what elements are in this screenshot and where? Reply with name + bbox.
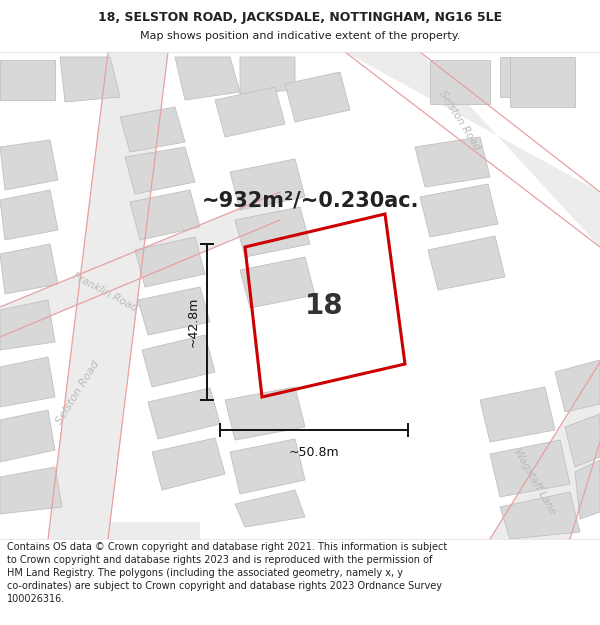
Polygon shape: [480, 387, 555, 442]
Polygon shape: [138, 287, 210, 335]
Polygon shape: [142, 335, 215, 387]
Text: Contains OS data © Crown copyright and database right 2021. This information is : Contains OS data © Crown copyright and d…: [7, 542, 448, 604]
Polygon shape: [345, 52, 600, 247]
Text: Franklin Road: Franklin Road: [71, 271, 139, 313]
Polygon shape: [235, 207, 310, 257]
Polygon shape: [0, 467, 62, 514]
Polygon shape: [0, 190, 58, 240]
Polygon shape: [420, 184, 498, 237]
Polygon shape: [0, 140, 58, 190]
Text: Selston Road: Selston Road: [437, 88, 482, 152]
Polygon shape: [240, 257, 315, 308]
Polygon shape: [148, 388, 220, 439]
Polygon shape: [500, 492, 580, 539]
Polygon shape: [285, 72, 350, 122]
Polygon shape: [60, 57, 120, 102]
Text: Map shows position and indicative extent of the property.: Map shows position and indicative extent…: [140, 31, 460, 41]
Text: ~932m²/~0.230ac.: ~932m²/~0.230ac.: [201, 190, 419, 210]
Polygon shape: [0, 192, 280, 337]
Polygon shape: [100, 522, 200, 539]
Polygon shape: [225, 387, 305, 440]
Polygon shape: [120, 107, 185, 152]
Polygon shape: [500, 57, 510, 97]
Text: 18: 18: [305, 291, 344, 319]
Text: Selston Road: Selston Road: [55, 358, 101, 426]
Polygon shape: [0, 300, 55, 350]
Polygon shape: [175, 57, 240, 100]
Polygon shape: [0, 410, 55, 462]
Polygon shape: [490, 362, 600, 539]
Polygon shape: [555, 360, 600, 412]
Polygon shape: [240, 57, 295, 94]
Polygon shape: [510, 57, 575, 107]
Polygon shape: [130, 190, 200, 240]
Polygon shape: [125, 147, 195, 194]
Polygon shape: [0, 244, 58, 294]
Polygon shape: [152, 438, 225, 490]
Polygon shape: [565, 414, 600, 467]
Polygon shape: [575, 460, 600, 519]
Polygon shape: [415, 137, 490, 187]
Text: ~50.8m: ~50.8m: [289, 446, 340, 459]
Polygon shape: [0, 60, 55, 100]
Text: 18, SELSTON ROAD, JACKSDALE, NOTTINGHAM, NG16 5LE: 18, SELSTON ROAD, JACKSDALE, NOTTINGHAM,…: [98, 11, 502, 24]
Polygon shape: [230, 159, 305, 210]
Polygon shape: [48, 52, 168, 539]
Polygon shape: [490, 440, 570, 497]
Text: ~42.8m: ~42.8m: [187, 297, 199, 348]
Polygon shape: [215, 87, 285, 137]
Polygon shape: [135, 237, 205, 287]
Polygon shape: [235, 490, 305, 527]
Polygon shape: [0, 357, 55, 407]
Text: Wagstaff Lane: Wagstaff Lane: [512, 448, 558, 517]
Polygon shape: [428, 236, 505, 290]
Polygon shape: [430, 60, 490, 104]
Polygon shape: [230, 439, 305, 494]
